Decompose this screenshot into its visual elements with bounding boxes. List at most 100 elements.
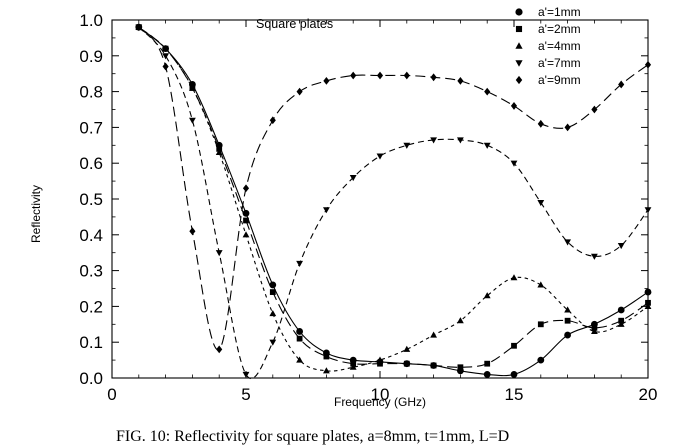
series-1-point — [403, 360, 410, 367]
series-1-point — [511, 342, 517, 349]
series-4-point — [189, 227, 196, 236]
series-2-point — [349, 363, 357, 370]
series-3-point — [457, 137, 464, 144]
series-3-point — [483, 142, 491, 149]
series-4-point — [484, 87, 491, 96]
series-4-point — [350, 71, 357, 80]
legend-marker-4 — [515, 75, 523, 85]
series-4-point — [618, 80, 625, 89]
series-0-point — [564, 331, 571, 339]
series-3-point — [215, 250, 223, 257]
y-tick-label: 1.0 — [79, 11, 103, 30]
x-tick-label: 20 — [639, 385, 658, 404]
series-0-point — [296, 328, 303, 335]
series-1-point — [430, 362, 437, 369]
legend-marker-3 — [515, 60, 523, 67]
series-3-point — [296, 260, 303, 268]
y-axis-label: Reflectivity — [29, 185, 43, 243]
series-2-point — [376, 356, 384, 363]
series-2-line — [138, 26, 649, 372]
legend-marker-1 — [515, 25, 523, 33]
series-2-point — [483, 292, 491, 299]
series-3-point — [644, 207, 652, 214]
series-4-point — [135, 23, 142, 32]
series-2-point — [269, 309, 277, 317]
series-2-point — [457, 317, 464, 324]
series-2-point — [215, 148, 223, 156]
series-1-point — [296, 335, 303, 342]
series-1-point — [243, 217, 249, 224]
y-tick-label: 0.1 — [79, 333, 103, 352]
series-4-point — [269, 116, 276, 125]
series-1-point — [269, 289, 276, 295]
series-0-point — [483, 371, 491, 378]
y-tick-label: 0.7 — [79, 118, 103, 137]
series-4-point — [296, 87, 303, 96]
series-0-point — [269, 281, 277, 289]
series-1-point — [216, 145, 223, 152]
series-3-point — [349, 174, 357, 182]
series-0-point — [510, 371, 518, 378]
y-tick-label: 0.6 — [79, 154, 103, 173]
series-4-point — [216, 345, 223, 354]
x-tick-label: 10 — [371, 385, 390, 404]
series-1-point — [457, 364, 464, 371]
series-0-point — [617, 306, 625, 314]
series-4-point — [457, 76, 464, 85]
series-1-point — [618, 317, 625, 324]
series-2-point — [430, 331, 437, 338]
legend-label-2: a'=4mm — [538, 39, 581, 53]
legend-label-4: a'=9mm — [538, 73, 581, 87]
chart-annotation: Square plates — [256, 17, 333, 31]
series-4-point — [510, 102, 518, 110]
series-4-point — [644, 60, 652, 69]
series-3-point — [403, 142, 411, 149]
series-2-point — [617, 320, 625, 327]
series-2-point — [537, 281, 545, 288]
series-0-point — [644, 288, 652, 296]
series-1-point — [537, 321, 544, 328]
series-2-point — [591, 327, 598, 335]
series-2-point — [403, 345, 411, 352]
legend-label-0: a'=1mm — [538, 5, 581, 19]
y-tick-label: 0.8 — [79, 83, 103, 102]
series-1-point — [323, 353, 330, 360]
x-tick-label: 0 — [107, 385, 116, 404]
y-tick-label: 0.9 — [79, 47, 103, 66]
series-3-point — [189, 117, 196, 124]
y-tick-label: 0.4 — [79, 226, 103, 245]
series-1-point — [564, 317, 571, 324]
series-3-line — [138, 26, 649, 380]
series-3-point — [430, 137, 437, 144]
x-tick-label: 5 — [241, 385, 250, 404]
series-3-point — [591, 253, 598, 260]
legend-marker-2 — [515, 42, 523, 49]
series-4-point — [591, 105, 598, 114]
series-4-point — [242, 184, 250, 193]
series-2-point — [510, 274, 518, 281]
series-1-point — [350, 360, 357, 367]
series-4-point — [564, 123, 571, 132]
y-tick-label: 0.3 — [79, 262, 103, 281]
series-3-point — [564, 239, 571, 246]
axes: 0 5 10 15 20 0.0 0.1 0.2 0.3 0.4 0.5 0.6 0.7 0.8 0.9 1.… — [79, 11, 657, 404]
series-2-point — [296, 356, 303, 363]
legend-marker-0 — [515, 8, 523, 16]
legend-label-1: a'=2mm — [538, 22, 581, 36]
series-2-point — [242, 231, 250, 238]
series-3-point — [510, 160, 518, 167]
series-3-point — [162, 53, 169, 60]
series-3-point — [269, 339, 277, 346]
series-1-point — [484, 360, 491, 367]
series-3-point — [537, 200, 545, 207]
series-2-point — [323, 367, 330, 374]
series-1-point — [377, 360, 383, 367]
x-tick-label: 15 — [505, 385, 524, 404]
series-4-point — [323, 76, 330, 85]
series-4-point — [403, 71, 410, 80]
series-4-point — [537, 119, 544, 128]
legend: a'=1mm a'=2mm a'=4mm a'=7mm a'=9mm — [515, 5, 581, 87]
y-tick-label: 0.2 — [79, 297, 103, 316]
